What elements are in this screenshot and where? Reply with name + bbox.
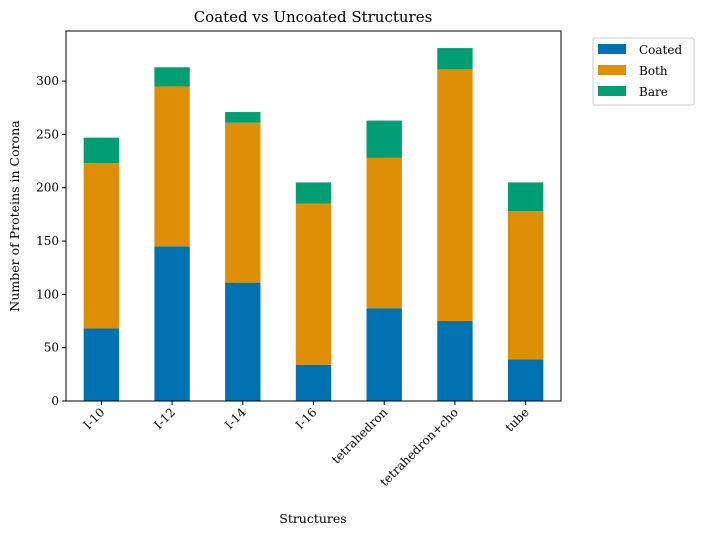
bar-coated-5 bbox=[437, 321, 473, 401]
x-tick-label: tube bbox=[503, 405, 532, 434]
bar-coated-2 bbox=[225, 282, 261, 401]
bar-both-4 bbox=[366, 157, 402, 309]
x-tick-label: I-14 bbox=[222, 405, 249, 432]
x-tick-label: I-12 bbox=[151, 405, 178, 432]
x-tick-label: I-10 bbox=[81, 405, 108, 432]
bar-bare-5 bbox=[437, 48, 473, 70]
bars-group bbox=[83, 48, 544, 401]
y-tick-label: 200 bbox=[36, 181, 59, 195]
legend: Coated Both Bare bbox=[592, 37, 695, 106]
y-tick-label: 250 bbox=[36, 127, 59, 141]
x-tick-label: tetrahedron+cho bbox=[377, 405, 461, 489]
bar-coated-4 bbox=[366, 308, 402, 401]
y-tick-label: 100 bbox=[36, 287, 59, 301]
bar-both-6 bbox=[507, 211, 544, 360]
bar-both-2 bbox=[225, 122, 261, 283]
legend-swatch-bare bbox=[598, 86, 626, 96]
x-axis: I-10 I-12 I-14 I-16 tetrahedrontetrahedron+c… bbox=[81, 401, 532, 489]
bar-both-5 bbox=[437, 69, 473, 322]
bar-bare-1 bbox=[154, 67, 190, 87]
bar-bare-0 bbox=[83, 137, 120, 164]
bar-both-1 bbox=[154, 86, 190, 247]
y-tick-label: 50 bbox=[44, 341, 59, 355]
legend-label-both: Both bbox=[639, 64, 668, 78]
legend-label-coated: Coated bbox=[639, 43, 682, 57]
bar-both-0 bbox=[83, 163, 120, 329]
x-axis-label: Structures bbox=[279, 511, 346, 526]
bar-bare-2 bbox=[225, 112, 261, 123]
chart-title: Coated vs Uncoated Structures bbox=[194, 8, 433, 26]
bar-coated-3 bbox=[295, 364, 332, 401]
legend-swatch-both bbox=[598, 65, 626, 75]
legend-swatch-coated bbox=[598, 44, 626, 54]
y-tick-label: 300 bbox=[36, 74, 59, 88]
x-tick-label: tetrahedron bbox=[329, 405, 391, 467]
x-tick-label: I-16 bbox=[293, 405, 320, 432]
y-tick-label: 0 bbox=[51, 394, 59, 408]
y-axis-label: Number of Proteins in Corona bbox=[7, 120, 22, 312]
y-tick-label: 150 bbox=[36, 234, 59, 248]
bar-bare-3 bbox=[295, 182, 332, 204]
bar-bare-6 bbox=[507, 182, 544, 212]
bar-bare-4 bbox=[366, 120, 402, 158]
y-axis: 0 50 100 150 200 250 300 bbox=[36, 74, 66, 408]
legend-label-bare: Bare bbox=[639, 85, 668, 99]
bar-both-3 bbox=[295, 203, 332, 365]
bar-coated-6 bbox=[507, 359, 544, 401]
bar-coated-0 bbox=[83, 328, 120, 401]
bar-coated-1 bbox=[154, 246, 190, 401]
